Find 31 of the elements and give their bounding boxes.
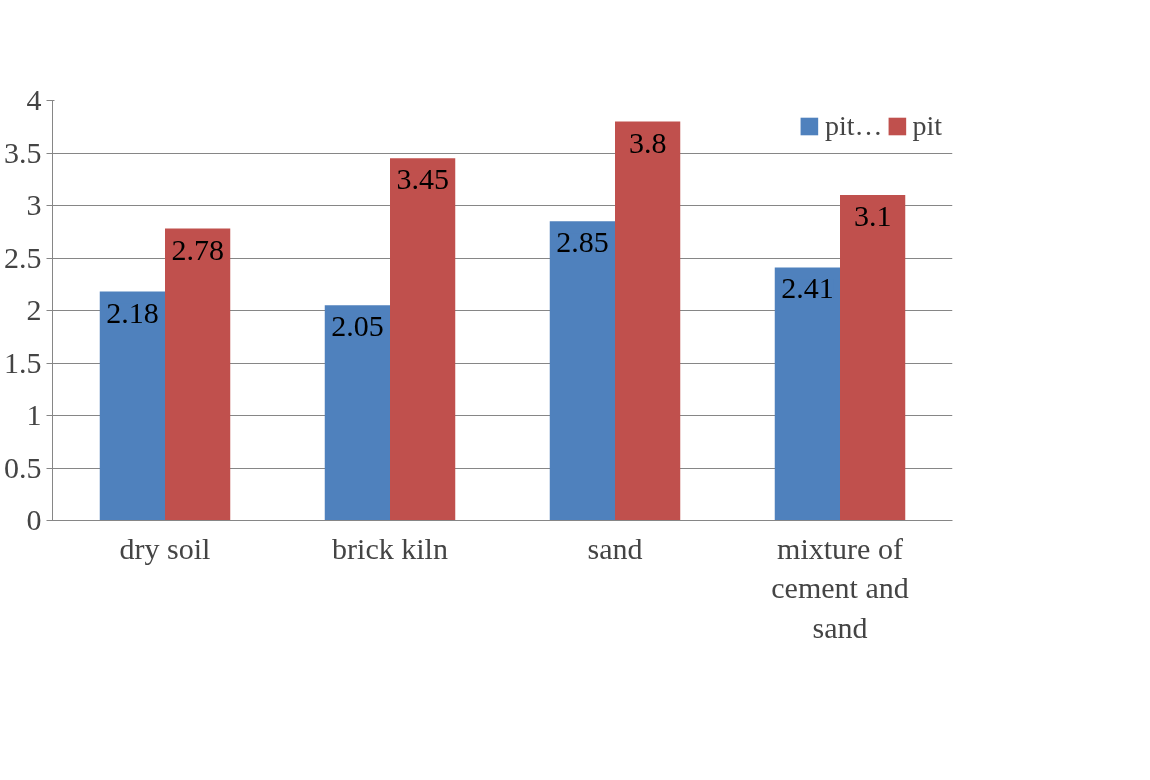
y-tick-label: 1 — [26, 398, 42, 431]
x-tick-label: sand — [587, 531, 643, 565]
bar — [99, 291, 165, 521]
y-tick-label: 0.5 — [4, 450, 42, 484]
y-tick-label: 1.5 — [4, 345, 42, 379]
x-tick-label: dry soil — [119, 531, 211, 565]
bar — [615, 121, 681, 521]
bar — [549, 221, 615, 521]
y-tick-label: 3 — [26, 188, 42, 221]
data-label: 3.8 — [628, 125, 667, 159]
bar — [840, 195, 906, 521]
data-label: 2.18 — [106, 295, 159, 329]
data-label: 2.78 — [171, 232, 224, 266]
legend-label: pit… — [824, 110, 883, 142]
data-label: 3.1 — [853, 199, 892, 232]
data-label: 2.85 — [556, 225, 609, 259]
data-label: 2.05 — [331, 309, 384, 343]
data-label: 2.41 — [781, 271, 834, 305]
bar — [390, 158, 456, 521]
bar — [774, 267, 840, 521]
y-tick-label: 2 — [26, 293, 42, 326]
y-tick-label: 0 — [26, 503, 42, 536]
data-label: 3.45 — [396, 162, 449, 196]
y-tick-label: 3.5 — [4, 135, 42, 169]
y-tick-label: 4 — [26, 83, 42, 116]
y-tick-label: 2.5 — [4, 240, 42, 274]
bar — [324, 305, 390, 521]
legend-label: pit — [912, 110, 942, 142]
bar — [165, 228, 231, 521]
x-tick-label: mixture of cement and sand — [771, 531, 909, 644]
x-tick-label: brick kiln — [332, 531, 448, 565]
